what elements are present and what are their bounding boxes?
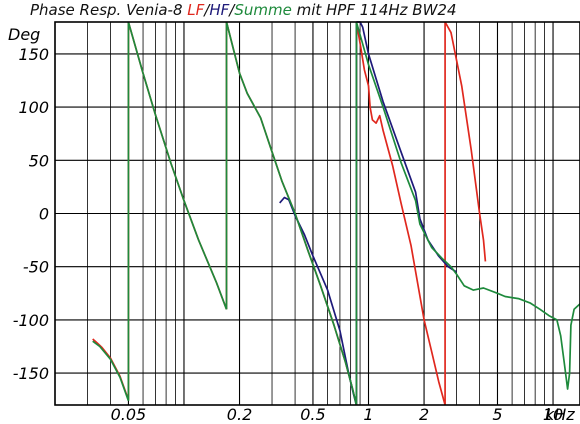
y-tick-label: -50 [23,258,49,277]
title-hf-label: HF [209,1,229,19]
x-tick-label: 0.5 [300,405,325,424]
plot-frame [54,21,580,406]
y-tick-label: 100 [18,98,49,117]
title-separator-2: / [227,1,236,19]
series-summe [92,21,580,406]
series-line-hf [279,196,358,406]
series-line-lf [355,21,446,406]
title-suffix: mit HPF 114Hz BW24 [292,1,457,19]
y-tick-label: 50 [29,151,49,170]
x-tick-label: 10 [543,405,563,424]
title-separator-1: / [202,1,211,19]
y-tick-label: 0 [39,205,49,224]
y-tick-label: 150 [18,45,49,64]
x-tick-labels: 0.05 0.2 0.5 1 2 5 10 [111,405,564,424]
series-line-summe [225,21,358,406]
y-tick-labels: 150 100 50 0 -50 -100 -150 [13,45,49,383]
title-summe-label: Summe [234,1,291,19]
x-tick-label: 2 [419,405,429,424]
x-axis-unit: kHz [545,405,575,424]
y-tick-label: -150 [13,364,49,383]
x-tick-label: 1 [363,405,373,424]
y-axis-label: Deg [8,25,40,44]
x-tick-label: 5 [492,405,502,424]
series-line-summe [355,21,580,390]
series-line-lf [444,21,487,262]
major-grid [54,22,580,405]
series-line-summe [92,340,130,401]
series-line-hf [356,21,457,273]
x-tick-label: 0.2 [227,405,252,424]
title-prefix: Phase Resp. Venia-8 [30,1,187,19]
x-tick-label: 0.05 [111,405,147,424]
y-tick-label: -100 [13,311,49,330]
chart-title: Phase Resp. Venia-8 LF/HF/Summe mit HPF … [30,1,457,19]
series-line-summe [127,21,228,310]
title-lf-label: LF [187,1,204,19]
series-layer [92,21,580,406]
